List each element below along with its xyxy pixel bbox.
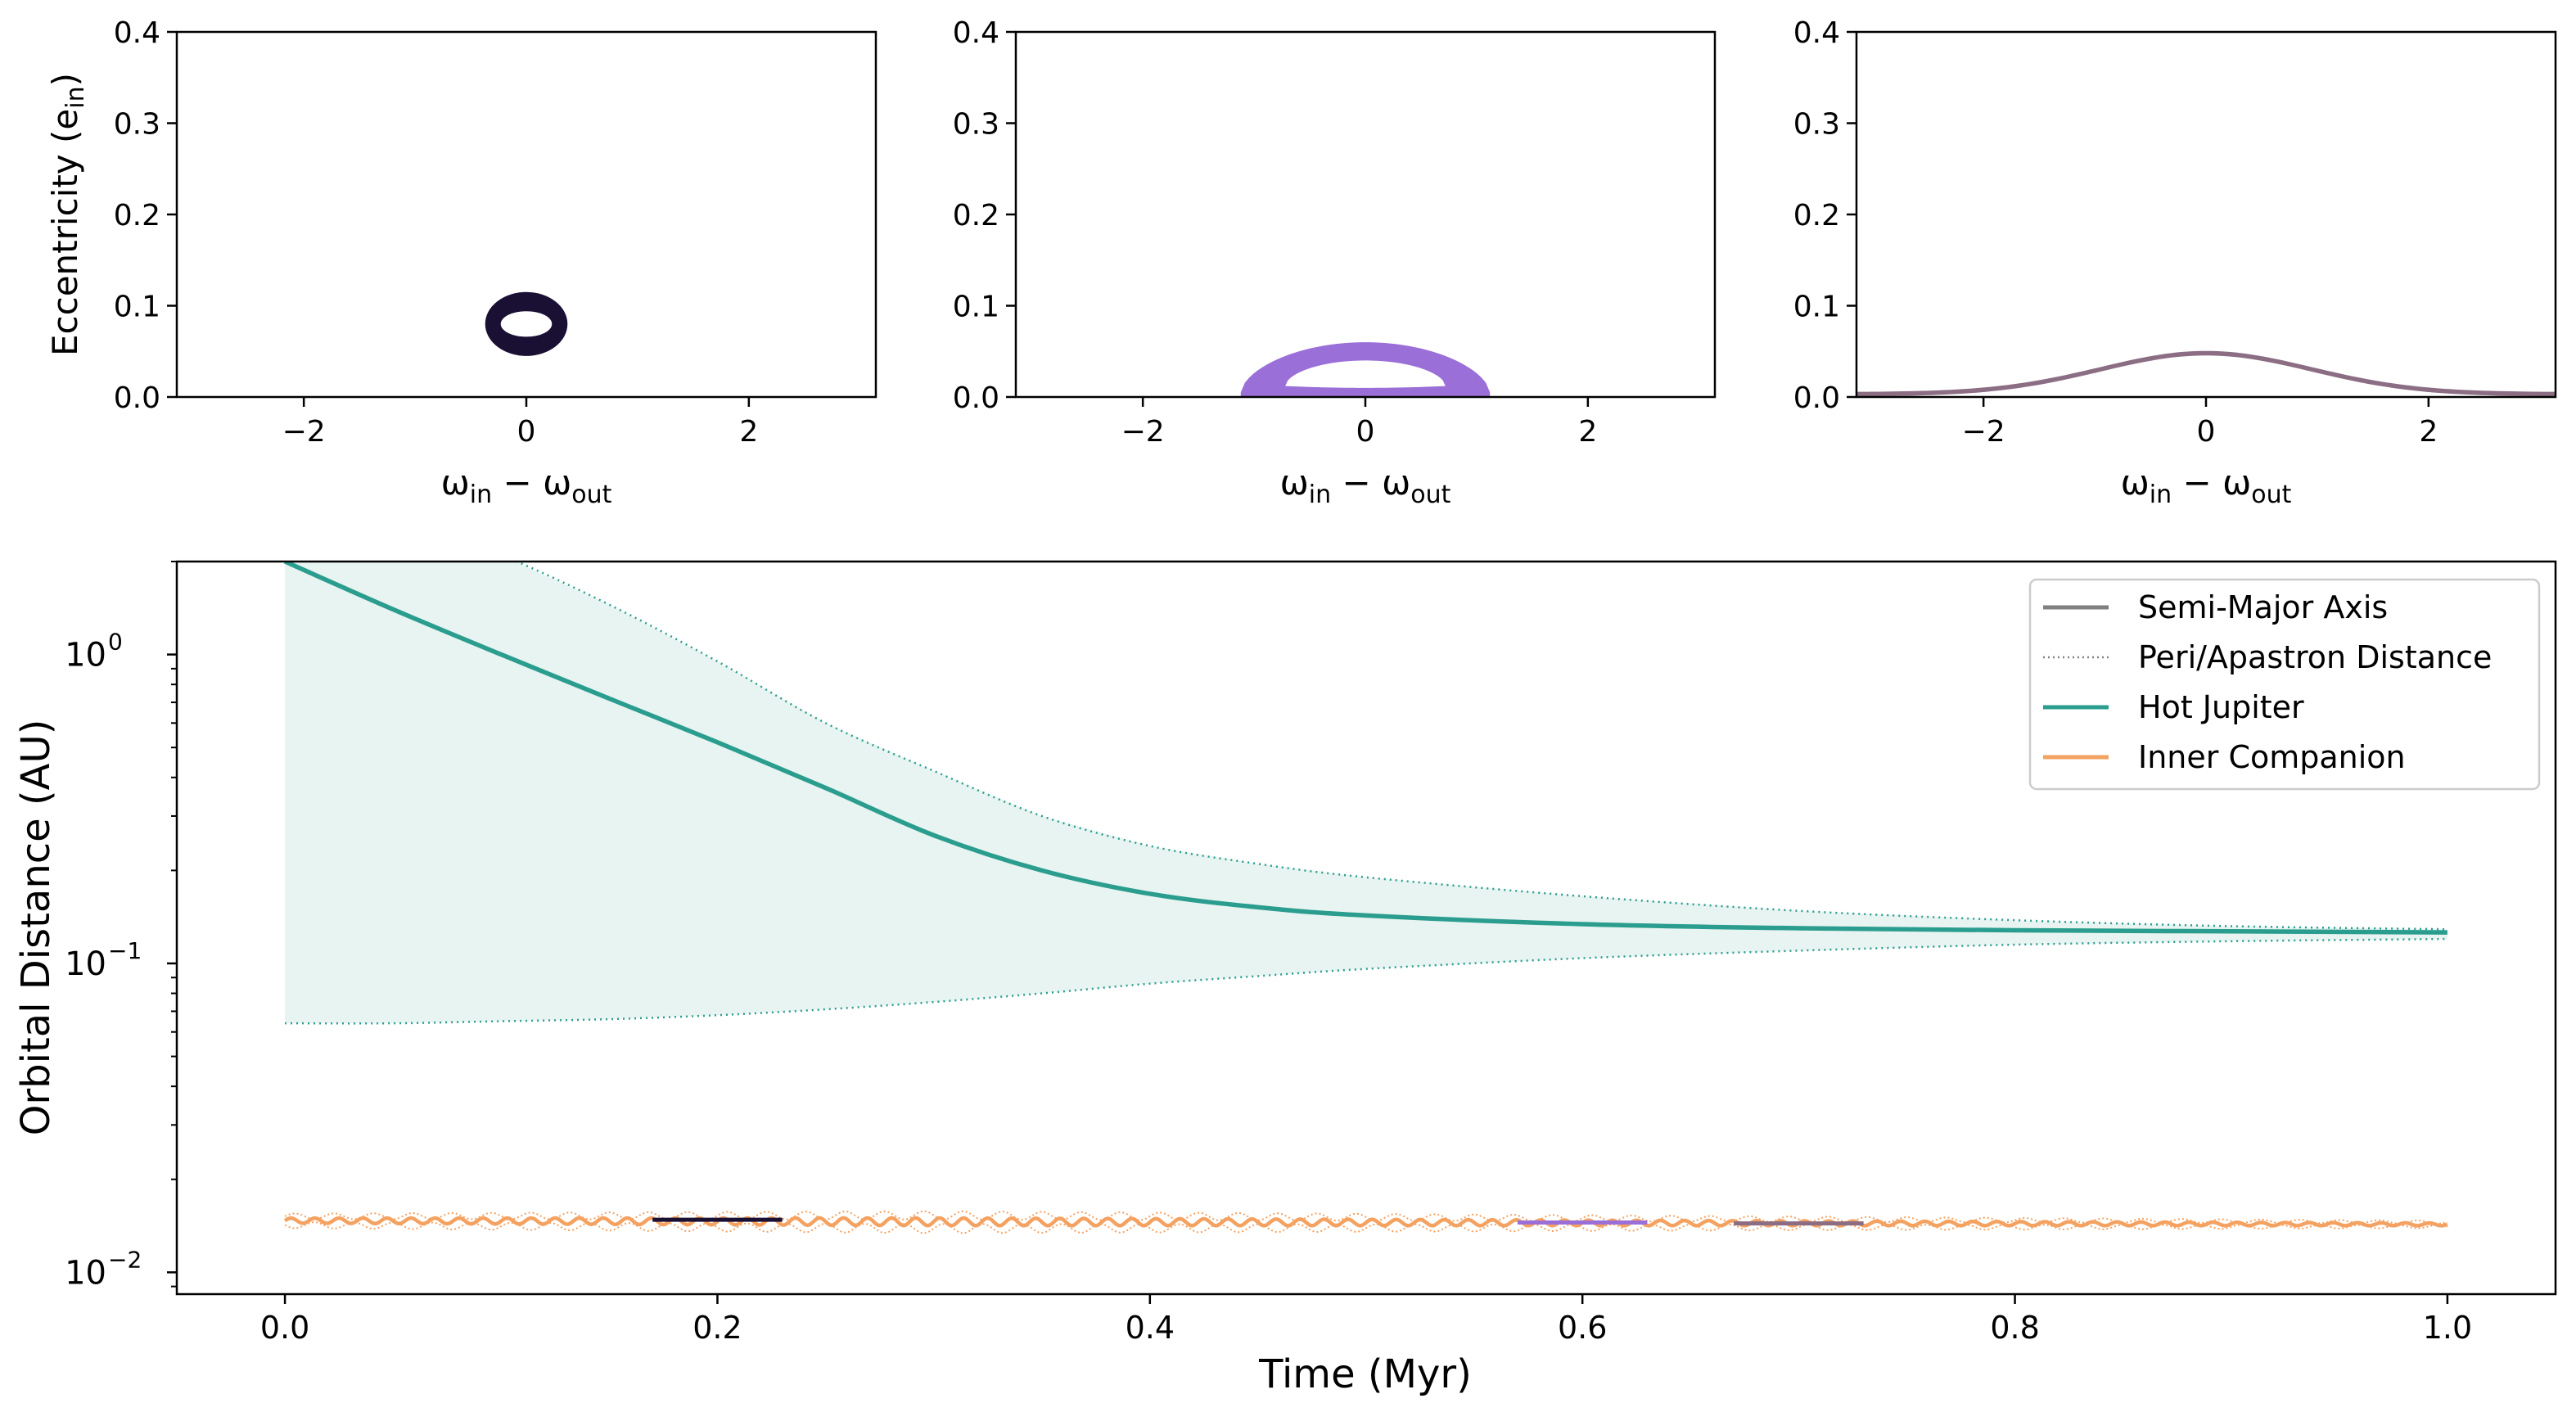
panel-top-right-plot: [1856, 350, 2556, 397]
inner-companion-semi-major-axis-line: [283, 1216, 2448, 1228]
panel-top-left-xtick-label: −2: [282, 415, 326, 449]
panel-top-left-ytick-label: 0.1: [114, 291, 160, 324]
legend-label-inner-companion: Inner Companion: [2138, 739, 2406, 775]
panel-bottom-xtick-label: 1.0: [2423, 1310, 2472, 1346]
panel-bottom-ytick-exponent: −2: [108, 1246, 142, 1273]
panel-top-middle-ytick-label: 0.3: [953, 108, 999, 142]
panel-top-right-xlabel: ωin − ωout: [2121, 462, 2292, 509]
legend-label-semi-major-axis: Semi-Major Axis: [2138, 589, 2388, 625]
panel-top-left-xtick-label: 2: [739, 415, 758, 449]
panel-bottom-xtick-label: 0.2: [692, 1310, 742, 1346]
panel-top-left-xlabel: ωin − ωout: [441, 462, 612, 509]
hot-jupiter-semi-major-axis-line: [283, 562, 2447, 935]
panel-top-left: −2 0 2 0.0 0.1 0.2 0.3 0.4 ωin − ωout Eccentric…: [45, 16, 877, 509]
panel-top-middle: −2 0 2 0.0 0.1 0.2 0.3 0.4 ωin − ωout: [953, 16, 1717, 509]
panel-top-right-frame: [1855, 30, 2557, 399]
eccentricity-curve-3: [1856, 350, 2556, 397]
panel-bottom-xlabel: Time (Myr): [1258, 1351, 1472, 1397]
panel-bottom-xtick-label: 0.6: [1558, 1310, 1607, 1346]
panel-top-middle-xtick-label: 0: [1356, 415, 1375, 449]
panel-top-right-xtick-label: 0: [2197, 415, 2216, 449]
panel-bottom-ytick-label: 10: [65, 945, 106, 983]
panel-top-middle-ytick-label: 0.4: [953, 16, 999, 50]
panel-bottom-ytick-label: 10: [65, 637, 106, 674]
panel-top-left-ticks: −2 0 2 0.0 0.1 0.2 0.3 0.4: [114, 16, 759, 449]
panel-bottom-ytick-label: 10: [65, 1254, 106, 1292]
eccentricity-band-2: [1240, 342, 1491, 397]
panel-top-left-ytick-label: 0.4: [114, 16, 160, 50]
legend-label-hot-jupiter: Hot Jupiter: [2138, 689, 2304, 725]
legend-label-peri-apastron: Peri/Apastron Distance: [2138, 639, 2492, 675]
panel-bottom-ytick-exponent: −1: [108, 937, 142, 964]
panel-top-left-ytick-label: 0.0: [114, 381, 160, 415]
panel-top-left-ylabel: Eccentricity (ein): [45, 73, 90, 356]
panel-bottom-plot: [283, 562, 2448, 1234]
panel-top-left-plot: [485, 291, 568, 356]
panel-top-right-ytick-label: 0.4: [1793, 16, 1840, 50]
panel-top-middle-xlabel: ωin − ωout: [1280, 462, 1451, 509]
panel-top-middle-xtick-label: 2: [1578, 415, 1597, 449]
eccentricity-loop-1: [485, 291, 568, 356]
panel-bottom-xtick-label: 0.0: [260, 1310, 309, 1346]
panel-top-middle-ytick-label: 0.1: [953, 291, 999, 324]
panel-top-middle-plot: [1240, 342, 1491, 397]
panel-top-middle-xtick-label: −2: [1121, 415, 1165, 449]
panel-bottom-ytick-exponent: 0: [108, 629, 123, 656]
panel-top-right-ytick-label: 0.1: [1793, 291, 1840, 324]
panel-bottom-ylabel: Orbital Distance (AU): [13, 720, 59, 1136]
panel-top-left-ytick-label: 0.3: [114, 108, 160, 142]
panel-top-middle-ytick-label: 0.0: [953, 381, 999, 415]
panel-bottom-frame: [175, 560, 2557, 1296]
panel-top-left-ytick-label: 0.2: [114, 199, 160, 232]
panel-top-left-xtick-label: 0: [517, 415, 536, 449]
panel-bottom-xtick-label: 0.4: [1126, 1310, 1175, 1346]
panel-top-right: −2 0 2 0.0 0.1 0.2 0.3 0.4 ωin − ωout: [1793, 16, 2557, 509]
panel-bottom-xtick-label: 0.8: [1990, 1310, 2039, 1346]
panel-top-middle-ytick-label: 0.2: [953, 199, 999, 232]
hot-jupiter-fill: [285, 562, 2447, 1024]
panel-top-middle-ticks: −2 0 2 0.0 0.1 0.2 0.3 0.4: [953, 16, 1598, 449]
panel-top-right-ytick-label: 0.2: [1793, 199, 1840, 232]
panel-top-right-ticks: −2 0 2 0.0 0.1 0.2 0.3 0.4: [1793, 16, 2438, 449]
panel-top-right-ytick-label: 0.0: [1793, 381, 1840, 415]
legend-box: [2028, 578, 2541, 791]
panel-top-right-xtick-label: 2: [2419, 415, 2438, 449]
legend: Semi-Major Axis Peri/Apastron Distance H…: [2028, 578, 2541, 791]
panel-top-right-xtick-label: −2: [1962, 415, 2005, 449]
panel-top-right-ytick-label: 0.3: [1793, 108, 1840, 142]
hot-jupiter-periastron-line: [285, 937, 2447, 1025]
